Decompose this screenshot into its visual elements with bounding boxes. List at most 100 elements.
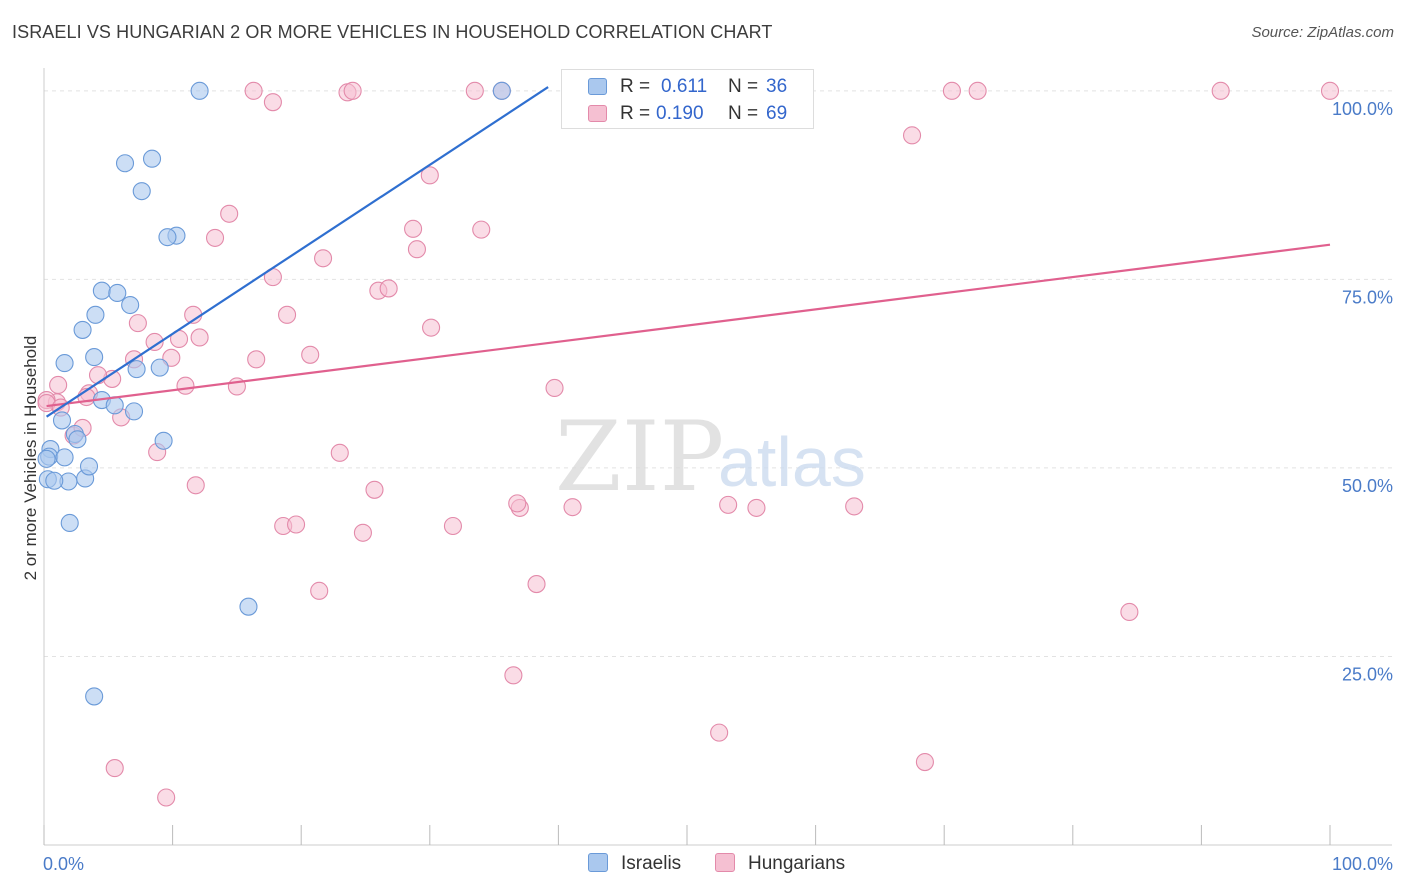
legend-row-hungarians: R = 0.190 N = 69	[562, 101, 815, 127]
hungarians-point	[263, 93, 282, 112]
israelis-point	[92, 281, 111, 300]
hungarians-point	[49, 375, 68, 395]
hungarians-point	[220, 204, 239, 223]
y-tick-label: 50.0%	[1342, 476, 1393, 496]
hungarians-point	[420, 166, 439, 185]
israelis-legend-swatch	[588, 853, 608, 872]
israelis-point	[45, 471, 64, 490]
hungarians-point	[190, 328, 209, 347]
israelis-point	[124, 402, 144, 421]
hungarians-point	[343, 81, 362, 100]
hungarians-legend-label: Hungarians	[748, 853, 846, 874]
hungarians-point	[404, 219, 423, 238]
hungarians-point	[310, 581, 329, 600]
series-legend: Israelis Hungarians	[588, 853, 868, 877]
legend-r-label: R =	[620, 76, 651, 97]
israelis-point	[55, 354, 74, 373]
hungarians-point	[244, 81, 263, 100]
watermark-atlas-text: atlas	[718, 423, 866, 501]
chart-source: Source: ZipAtlas.com	[1251, 24, 1394, 41]
israelis-point	[158, 228, 177, 247]
hungarians-point	[563, 498, 582, 517]
hungarians-point	[128, 314, 147, 333]
chart-title: ISRAELI VS HUNGARIAN 2 OR MORE VEHICLES …	[12, 22, 773, 42]
correlation-legend: R = 0.611 N = 36 R = 0.190 N = 69	[561, 69, 814, 129]
israelis-point	[127, 360, 146, 379]
legend-row-israelis: R = 0.611 N = 36	[562, 74, 815, 100]
hungarians-point	[247, 350, 266, 369]
hungarians-point	[330, 443, 349, 462]
trend-lines	[45, 86, 1331, 418]
hungarians-point	[465, 81, 484, 100]
hungarians-point	[176, 376, 195, 395]
hungarians-point	[747, 498, 766, 517]
hungarians-point	[968, 81, 987, 100]
hungarians-point	[719, 495, 738, 514]
israelis-points	[37, 81, 580, 706]
israelis-point	[73, 320, 92, 339]
watermark-zip-text: ZIP	[555, 401, 724, 513]
hungarians-point	[157, 788, 176, 807]
israelis-point	[68, 430, 87, 449]
hungarians-point	[527, 575, 546, 594]
hungarians-point	[88, 366, 108, 385]
hungarians-point	[287, 515, 306, 534]
hungarians-point	[353, 523, 372, 542]
israelis-point	[142, 149, 162, 168]
hungarians-point	[105, 759, 124, 778]
legend-n-value: 36	[766, 76, 788, 97]
hungarians-point	[422, 318, 441, 337]
hungarians-point	[379, 279, 398, 298]
x-tick-label: 100.0%	[1332, 854, 1393, 874]
legend-n-value: 69	[766, 103, 788, 124]
hungarians-point	[314, 249, 333, 268]
y-tick-label: 25.0%	[1342, 664, 1393, 684]
israelis-point	[37, 449, 56, 468]
hungarians-point	[915, 752, 934, 772]
israelis-point	[86, 305, 105, 324]
y-axis-title: 2 or more Vehicles in Household	[21, 336, 40, 581]
israelis-point	[60, 513, 79, 533]
tick-labels: 25.0% 50.0% 75.0% 100.0% 0.0% 100.0%	[43, 99, 1393, 874]
hungarians-point	[407, 240, 426, 259]
x-tick-label: 0.0%	[43, 854, 84, 874]
watermark: ZIP atlas	[555, 401, 866, 513]
hungarians-point	[942, 81, 961, 100]
hungarians-point	[504, 666, 523, 685]
israelis-point	[85, 348, 104, 367]
israelis-point	[79, 457, 99, 476]
hungarians-point	[1120, 602, 1139, 622]
legend-n-label: N =	[728, 103, 759, 124]
hungarians-point	[145, 332, 164, 352]
israelis-point	[108, 283, 127, 303]
hungarians-point	[508, 494, 527, 513]
israelis-point	[52, 411, 72, 430]
hungarians-legend-swatch	[715, 853, 735, 872]
legend-r-label: R =	[620, 103, 651, 124]
israelis-point	[239, 597, 258, 616]
hungarians-point	[365, 480, 384, 499]
israelis-point	[154, 431, 173, 450]
israelis-trend-line	[45, 86, 549, 418]
hungarians-point	[162, 348, 181, 367]
y-tick-label: 75.0%	[1342, 287, 1393, 307]
israelis-point	[115, 154, 135, 173]
hungarians-trend-line	[46, 243, 1331, 408]
israelis-point	[55, 448, 74, 467]
israelis-swatch	[588, 78, 607, 95]
hungarians-point	[902, 126, 922, 145]
legend-r-value: 0.190	[656, 103, 704, 124]
legend-r-value: 0.611	[661, 76, 708, 97]
hungarians-swatch	[588, 105, 607, 122]
hungarians-point	[278, 305, 297, 324]
legend-n-label: N =	[728, 76, 759, 97]
hungarians-point	[472, 220, 491, 239]
hungarians-point	[205, 228, 225, 247]
israelis-point	[105, 396, 124, 415]
israelis-point	[150, 358, 169, 377]
hungarians-point	[301, 345, 320, 364]
hungarians-point	[845, 497, 864, 516]
israelis-point	[190, 81, 209, 100]
israelis-point	[132, 182, 151, 201]
